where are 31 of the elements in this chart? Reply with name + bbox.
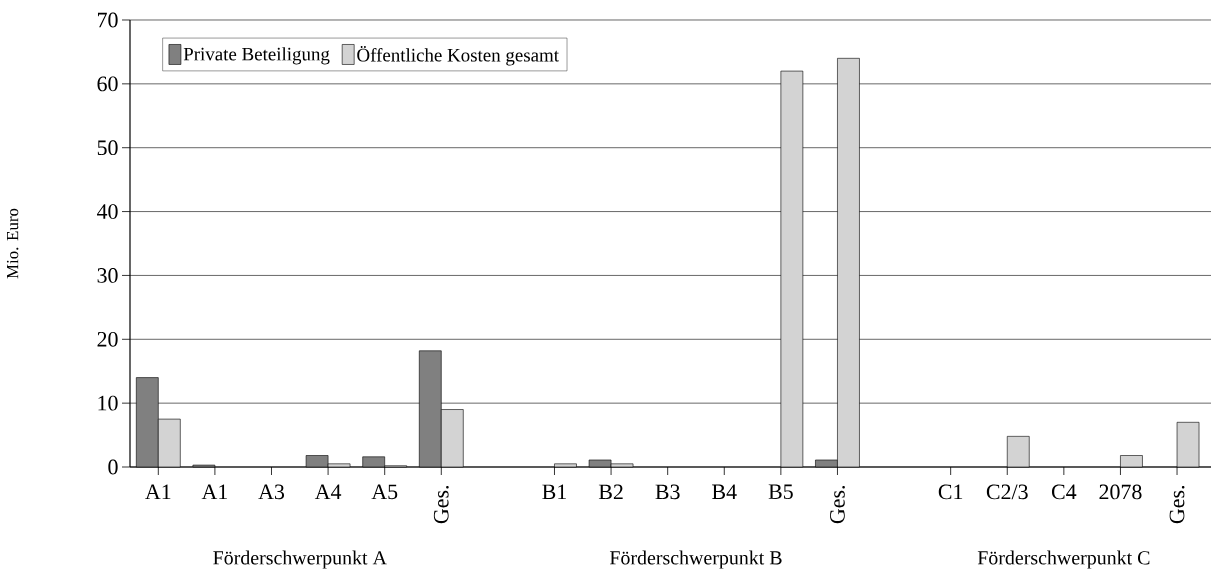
legend-label: Private Beteiligung [183,47,330,65]
x-tick-label: B4 [712,484,737,500]
y-tick-label: 50 [97,140,118,156]
y-tick-label: 10 [98,395,118,411]
x-tick-label: B3 [655,484,680,500]
x-tick-label: 2078 [1099,484,1142,500]
x-tick-label: Ges. [1169,485,1185,524]
y-tick-label: 30 [97,268,118,283]
text: Förderschwerpunkt B [609,550,782,569]
y-axis-title: Mio. Euro [6,208,19,279]
y-tick-label: 0 [108,459,118,475]
x-tick-label: Ges. [433,485,449,524]
x-tick-label: C4 [1051,484,1077,500]
x-tick-label: A5 [371,484,398,500]
text: Förderschwerpunkt C [977,550,1150,569]
y-tick-label: 20 [97,331,118,347]
y-tick-label: 60 [97,76,118,92]
x-tick-label: B2 [598,484,623,500]
x-tick-label: C1 [938,484,963,500]
x-tick-label: A3 [258,484,285,500]
x-tick-label: A4 [314,484,342,499]
y-tick-label: 70 [98,12,118,28]
x-tick-label: B1 [542,484,566,500]
x-tick-label: B5 [768,484,793,500]
x-tick-label: A1 [201,484,227,499]
x-tick-label: Ges. [830,485,845,524]
legend-label: Öffentliche Kosten gesamt [357,46,559,66]
x-tick-label: C2/3 [986,484,1028,500]
text: Förderschwerpunkt A [213,550,387,569]
y-tick-label: 40 [96,204,118,219]
x-tick-label: A1 [145,484,171,499]
